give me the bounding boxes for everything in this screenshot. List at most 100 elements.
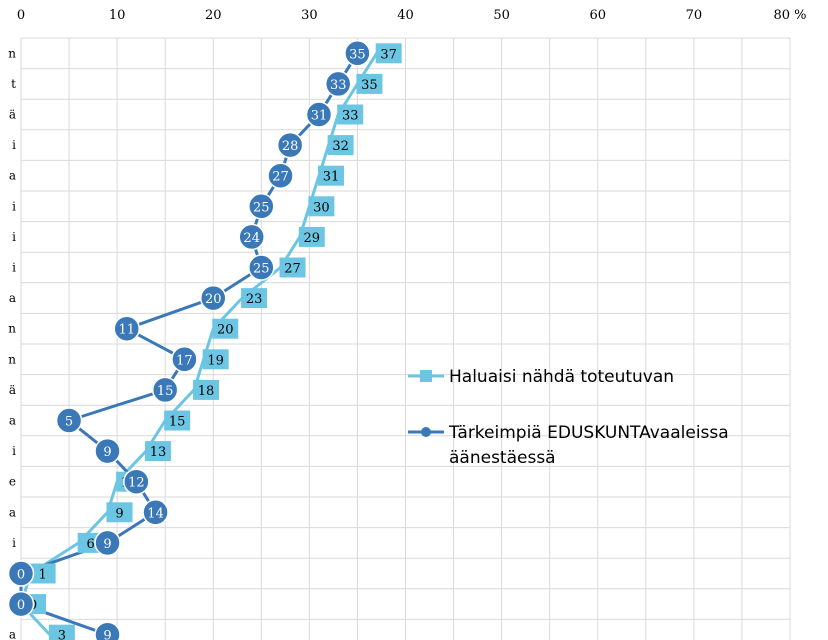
square-data-label: 19	[207, 353, 224, 368]
circle-data-label: 17	[176, 353, 193, 368]
category-label: ä	[9, 108, 16, 122]
circle-marker	[305, 101, 333, 128]
circle-data-label: 0	[17, 598, 25, 613]
circle-marker	[113, 315, 140, 342]
legend-label-haluaisi: Haluaisi nähdä toteutuvan	[449, 367, 674, 387]
circle-data-label: 15	[157, 384, 174, 399]
circle-marker	[171, 346, 198, 373]
square-marker	[106, 502, 133, 523]
square-marker	[29, 563, 56, 584]
x-tick-label: 0	[17, 8, 25, 23]
square-marker	[212, 318, 239, 339]
circle-data-label: 12	[128, 476, 145, 491]
square-data-label: 3	[58, 629, 66, 640]
circle-data-label: 14	[147, 506, 164, 521]
circle-marker	[267, 162, 294, 189]
square-data-label: 35	[361, 78, 378, 93]
category-label: a	[9, 169, 16, 183]
category-label: i	[12, 261, 16, 275]
x-tick-label: 10	[109, 8, 126, 23]
circle-data-label: 20	[205, 292, 222, 307]
square-data-label: 37	[380, 47, 397, 62]
x-tick-label: 80 %	[773, 8, 806, 23]
category-label: a	[9, 291, 16, 305]
square-data-label: 27	[284, 262, 301, 277]
square-marker	[202, 349, 229, 370]
circle-data-label: 25	[253, 262, 270, 277]
circle-marker	[238, 223, 265, 251]
grid	[20, 37, 791, 640]
category-labels: ntäiaiiiannäaieaiPna	[8, 46, 16, 640]
circle-marker	[276, 131, 304, 159]
category-label: ä	[9, 383, 16, 397]
square-data-label: 23	[246, 292, 263, 307]
circle-marker	[94, 437, 121, 465]
circle-data-label: 28	[282, 139, 299, 154]
square-marker	[356, 73, 383, 94]
series: 3735333231302927232019181513109610335333…	[7, 40, 402, 640]
legend: Haluaisi nähdä toteutuvan Tärkeimpiä EDUS…	[408, 367, 729, 468]
circle-marker	[55, 407, 83, 434]
circle-data-label: 25	[253, 200, 270, 215]
x-tick-label: 30	[301, 8, 318, 23]
square-marker	[48, 624, 75, 640]
circle-marker	[151, 376, 179, 404]
x-tick-label: 20	[205, 8, 222, 23]
legend-circle-marker	[421, 427, 431, 437]
circle-data-label: 24	[243, 231, 260, 246]
circle-data-label: 9	[103, 537, 111, 552]
circle-data-label: 5	[65, 415, 73, 430]
category-label: t	[11, 77, 16, 91]
circle-marker	[324, 70, 352, 98]
circle-marker	[94, 621, 121, 640]
square-data-label: 15	[169, 415, 186, 430]
circle-marker	[142, 499, 169, 526]
square-marker	[279, 257, 306, 278]
category-label: i	[12, 230, 16, 244]
category-label: n	[8, 46, 16, 60]
category-label: a	[9, 505, 16, 519]
circle-marker	[200, 284, 227, 312]
square-data-label: 18	[198, 384, 215, 399]
square-marker	[193, 379, 220, 400]
square-data-label: 1	[38, 568, 46, 583]
square-marker	[327, 135, 354, 156]
category-label: n	[8, 352, 16, 366]
category-label: i	[12, 444, 16, 458]
circle-data-label: 27	[272, 170, 289, 185]
square-marker	[241, 288, 268, 309]
circle-data-label: 9	[103, 445, 111, 460]
square-data-label: 32	[332, 139, 349, 154]
square-marker	[375, 43, 402, 64]
category-label: a	[9, 628, 16, 640]
square-marker	[298, 226, 325, 247]
category-label: n	[8, 322, 16, 336]
square-marker	[308, 196, 335, 217]
square-data-label: 20	[217, 323, 234, 338]
circle-data-label: 0	[17, 568, 25, 583]
category-label: i	[12, 536, 16, 550]
circle-data-label: 31	[311, 109, 328, 124]
circle-marker	[123, 468, 150, 495]
legend-square-marker	[420, 370, 432, 382]
category-label: i	[12, 138, 16, 152]
category-label: e	[9, 475, 16, 489]
square-data-label: 30	[313, 200, 330, 215]
square-data-label: 9	[115, 506, 123, 521]
circle-marker	[7, 590, 35, 618]
legend-label-tarkeimpia: Tärkeimpiä EDUSKUNTAvaaleissa äänestäessä	[448, 423, 729, 468]
circle-marker	[7, 560, 35, 587]
circle-marker	[94, 529, 121, 557]
x-tick-label: 40	[397, 8, 414, 23]
circle-data-label: 11	[118, 323, 135, 338]
category-label: i	[12, 199, 16, 213]
circle-data-label: 33	[330, 78, 347, 93]
square-marker	[337, 104, 364, 125]
circle-data-label: 35	[349, 47, 366, 62]
circle-marker	[248, 193, 275, 220]
square-marker	[144, 441, 171, 462]
square-data-label: 13	[150, 445, 167, 460]
circle-marker	[248, 254, 275, 281]
circle-data-label: 9	[103, 629, 111, 640]
